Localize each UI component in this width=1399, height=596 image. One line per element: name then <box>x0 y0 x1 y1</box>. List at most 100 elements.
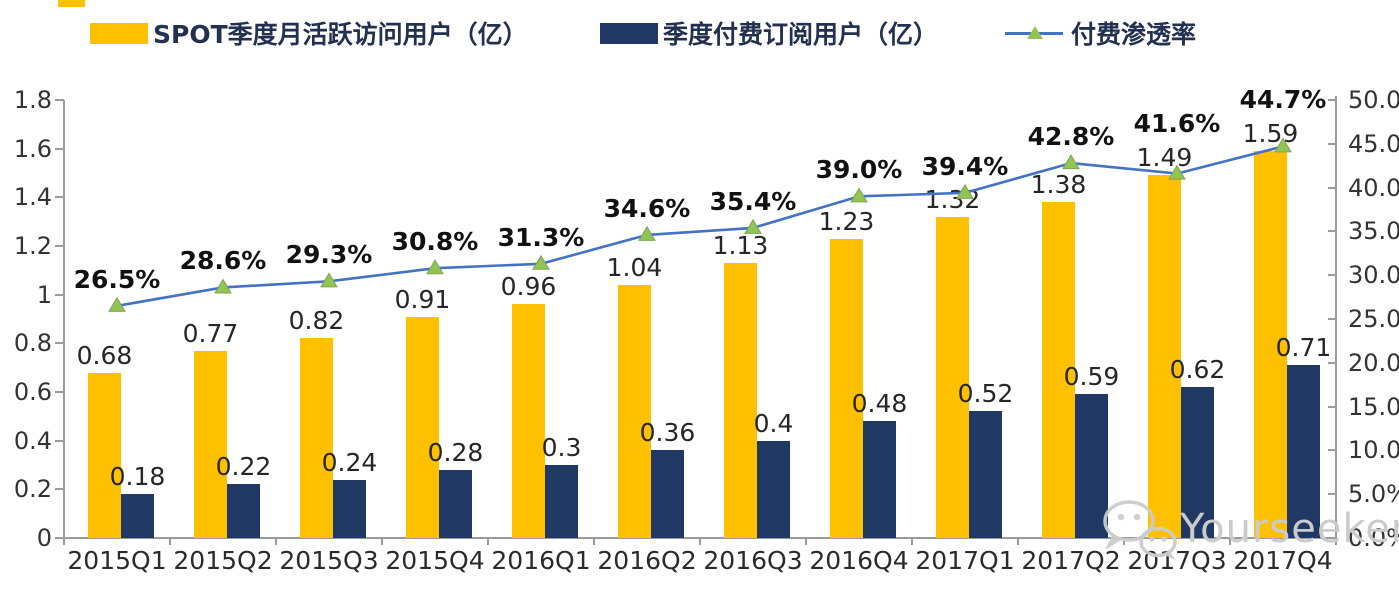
left-axis-tick <box>55 99 64 101</box>
subs-bar-value-label: 0.71 <box>1275 333 1332 363</box>
legend-mau-label: SPOT季度月活跃访问用户（亿） <box>153 20 528 49</box>
x-axis-label: 2017Q2 <box>1021 546 1121 575</box>
right-axis-tick-label: 40.0% <box>1348 173 1399 202</box>
right-axis-tick-label: 10.0% <box>1348 436 1399 465</box>
mau-bar-value-label: 1.32 <box>924 184 981 214</box>
right-axis-tick <box>1328 405 1336 408</box>
mau-bar <box>724 263 757 538</box>
legend-item-penetration: 付费渗透率 <box>1005 18 1197 49</box>
subs-bar <box>227 484 260 538</box>
penetration-point-label: 31.3% <box>497 222 585 252</box>
penetration-point-label: 28.6% <box>179 246 267 276</box>
mau-bar <box>936 216 969 538</box>
mau-bar-value-label: 1.59 <box>1242 119 1299 149</box>
subs-bar <box>1181 387 1214 538</box>
subs-bar <box>969 411 1002 538</box>
mau-bar-value-label: 1.04 <box>606 252 663 282</box>
x-axis-tick <box>487 538 489 545</box>
screenshot-crop-artifact <box>58 0 85 7</box>
subs-bar <box>651 450 684 538</box>
legend-item-subs: 季度付费订阅用户（亿） <box>600 18 938 49</box>
mau-bar-value-label: 1.23 <box>818 206 875 236</box>
penetration-line-swatch <box>1005 23 1063 44</box>
x-axis-tick <box>699 538 701 545</box>
left-axis-tick-label: 0.2 <box>13 475 52 504</box>
mau-bar-value-label: 0.82 <box>288 306 345 336</box>
right-axis-tick <box>1328 142 1336 145</box>
subs-bar <box>333 479 366 538</box>
left-axis-tick-label: 0.8 <box>13 329 52 358</box>
x-axis-label: 2015Q3 <box>279 546 379 575</box>
mau-bar <box>512 304 545 538</box>
x-axis-tick <box>381 538 383 545</box>
mau-bar-value-label: 0.68 <box>76 340 133 370</box>
left-axis-tick <box>55 293 64 296</box>
subs-bar <box>1075 394 1108 538</box>
x-axis-tick <box>1123 538 1125 545</box>
right-axis-tick-label: 25.0% <box>1348 305 1399 333</box>
subs-bar-value-label: 0.36 <box>639 418 696 448</box>
penetration-marker-icon <box>850 187 868 203</box>
left-axis-tick <box>55 196 64 199</box>
subs-bar <box>1287 365 1320 538</box>
left-axis-tick <box>55 488 64 491</box>
mau-bar <box>406 316 439 538</box>
legend: SPOT季度月活跃访问用户（亿） 季度付费订阅用户（亿） 付费渗透率 <box>0 18 1399 52</box>
left-axis-tick <box>55 391 64 393</box>
x-axis-label: 2017Q1 <box>915 546 1015 575</box>
penetration-point-label: 26.5% <box>73 264 161 294</box>
subs-bar-value-label: 0.24 <box>321 447 378 477</box>
penetration-point-label: 29.3% <box>285 240 373 270</box>
mau-bar-value-label: 0.91 <box>394 284 451 314</box>
penetration-point-label: 30.8% <box>391 227 479 257</box>
mau-bar-value-label: 0.77 <box>182 318 239 348</box>
x-axis-label: 2016Q2 <box>597 546 697 575</box>
subs-bar-value-label: 0.3 <box>541 433 582 462</box>
x-axis-label: 2015Q4 <box>385 546 485 575</box>
mau-swatch <box>90 22 148 44</box>
legend-triangle-marker-icon <box>1027 25 1043 39</box>
mau-bar-value-label: 0.96 <box>500 272 557 302</box>
right-axis-tick <box>1328 186 1336 189</box>
x-axis-label: 2016Q4 <box>809 546 909 575</box>
right-axis-tick <box>1328 537 1336 539</box>
subs-bar-value-label: 0.4 <box>753 408 794 438</box>
left-axis-tick-label: 0.4 <box>13 426 52 455</box>
mau-bar <box>618 284 651 538</box>
subs-bar-value-label: 0.28 <box>427 437 484 467</box>
subs-bar <box>121 494 154 538</box>
subs-bar-value-label: 0.59 <box>1063 362 1120 392</box>
penetration-marker-icon <box>1062 154 1080 170</box>
penetration-point-label: 44.7% <box>1239 85 1327 115</box>
left-axis-tick <box>55 537 64 539</box>
penetration-point-label: 35.4% <box>709 186 797 216</box>
x-axis-tick <box>275 538 277 545</box>
x-axis-tick <box>911 538 913 545</box>
left-axis-tick-label: 0 <box>36 524 52 552</box>
left-axis-tick-label: 1.2 <box>13 232 52 260</box>
mau-bar <box>300 338 333 538</box>
penetration-point-label: 34.6% <box>603 193 691 223</box>
legend-item-mau: SPOT季度月活跃访问用户（亿） <box>90 18 528 49</box>
x-axis-label: 2015Q2 <box>173 546 273 575</box>
penetration-marker-icon <box>532 254 550 270</box>
subs-bar <box>757 440 790 538</box>
x-axis-tick <box>593 538 595 545</box>
x-axis-tick <box>169 538 171 545</box>
right-axis-tick-label: 50.0% <box>1348 86 1399 114</box>
left-axis-tick <box>55 245 64 247</box>
x-axis-label: 2017Q4 <box>1233 546 1333 575</box>
right-axis-tick-label: 5.0% <box>1348 480 1399 509</box>
legend-penetration-label: 付费渗透率 <box>1071 20 1197 49</box>
left-axis-line <box>63 100 65 538</box>
subs-swatch <box>600 22 658 44</box>
left-axis-tick-label: 1.4 <box>13 183 52 212</box>
subs-bar-value-label: 0.48 <box>851 389 908 419</box>
subs-bar <box>439 469 472 538</box>
mau-bar-value-label: 1.38 <box>1030 170 1087 200</box>
right-axis-tick <box>1328 318 1336 320</box>
subs-bar-value-label: 0.52 <box>957 379 1014 409</box>
penetration-marker-icon <box>108 296 126 312</box>
